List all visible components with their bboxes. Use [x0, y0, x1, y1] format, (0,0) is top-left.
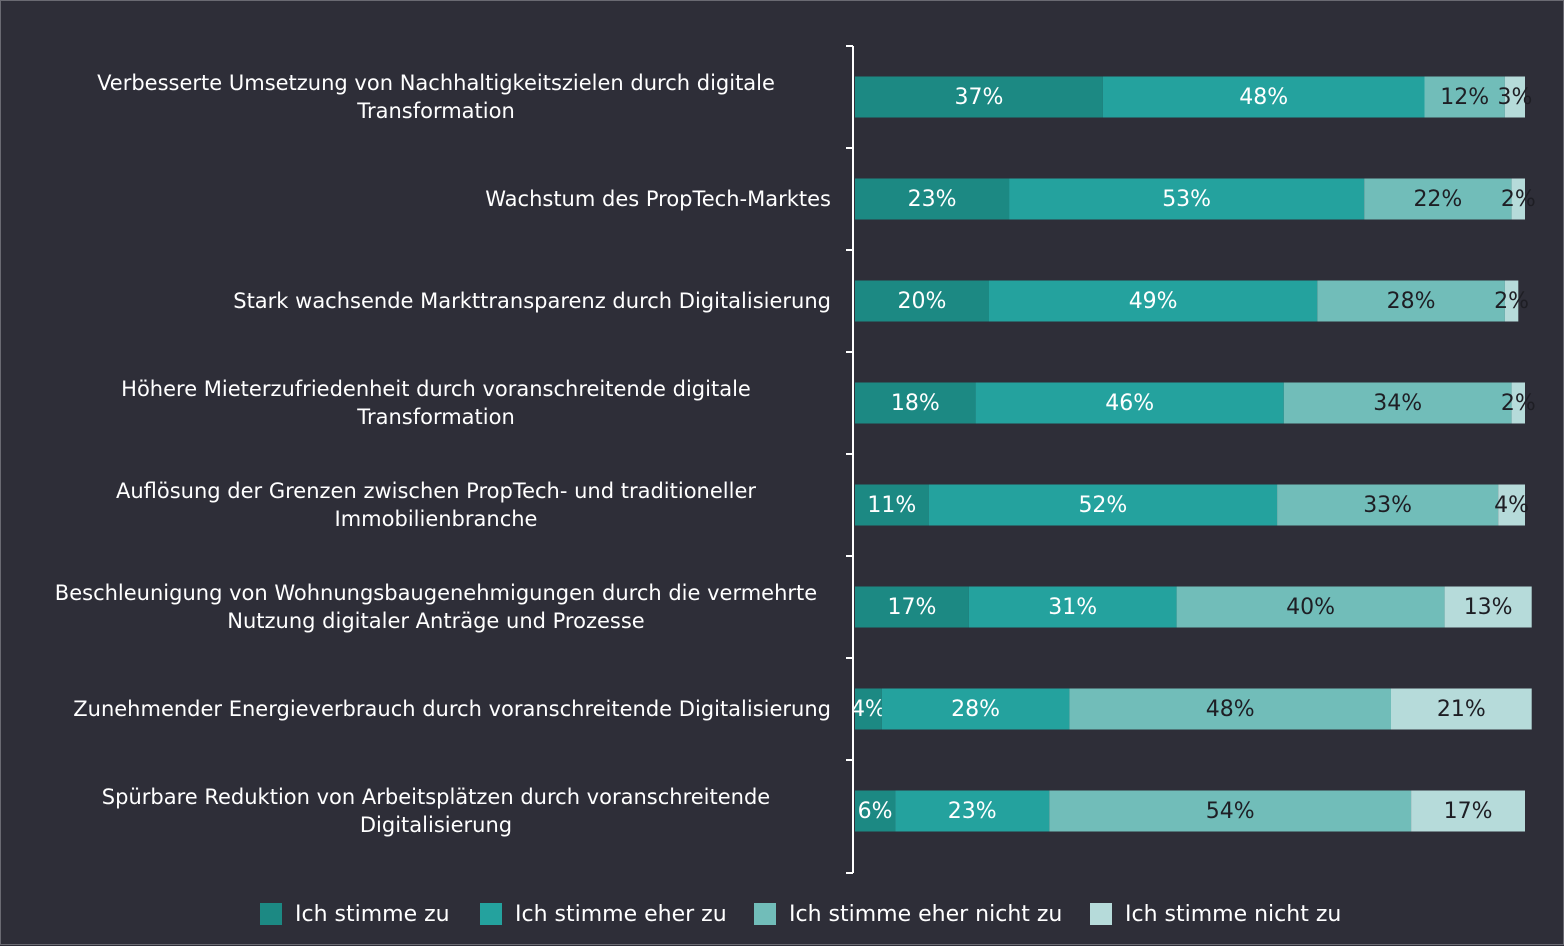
data-label: 2%	[1501, 391, 1536, 416]
data-label: 11%	[867, 493, 916, 518]
category-label: Wachstum des PropTech-Marktes	[31, 185, 831, 213]
bar-segment	[881, 688, 1070, 730]
category-text: Auflösung der Grenzen zwischen PropTech-…	[115, 479, 757, 531]
data-label: 28%	[951, 697, 1000, 722]
legend-swatch	[1090, 903, 1112, 925]
data-label: 40%	[1286, 595, 1335, 620]
legend-label: Ich stimme zu	[295, 902, 450, 927]
category-label: Verbesserte Umsetzung von Nachhaltigkeit…	[31, 69, 831, 125]
bar-segment	[1504, 76, 1525, 118]
data-label: 49%	[1129, 289, 1178, 314]
bar-segment	[989, 280, 1318, 322]
category-text: Beschleunigung von Wohnungsbaugenehmigun…	[54, 581, 818, 633]
category-label: Zunehmender Energieverbrauch durch voran…	[31, 695, 831, 723]
legend-label: Ich stimme nicht zu	[1125, 902, 1341, 927]
bar-segment	[855, 382, 976, 424]
legend-swatch	[260, 903, 282, 925]
legend-label: Ich stimme eher nicht zu	[789, 902, 1062, 927]
data-label: 3%	[1497, 85, 1532, 110]
bar-segment	[1102, 76, 1425, 118]
bar-segment	[1444, 586, 1532, 628]
legend-swatch	[480, 903, 502, 925]
data-label: 21%	[1437, 697, 1486, 722]
bar-segment	[1511, 382, 1525, 424]
data-label: 4%	[1494, 493, 1529, 518]
data-label: 12%	[1440, 85, 1489, 110]
bar-segment	[855, 178, 1010, 220]
data-label: 13%	[1464, 595, 1513, 620]
bar-segment	[895, 790, 1050, 832]
bar-segment	[1504, 280, 1519, 322]
bar-segment	[855, 76, 1103, 118]
bar-segment	[855, 280, 989, 322]
category-text: Zunehmender Energieverbrauch durch voran…	[73, 697, 831, 721]
data-label: 31%	[1048, 595, 1097, 620]
data-label: 18%	[891, 391, 940, 416]
bar-segment	[1049, 790, 1412, 832]
category-label: Auflösung der Grenzen zwischen PropTech-…	[31, 477, 831, 533]
category-text: Wachstum des PropTech-Marktes	[485, 187, 831, 211]
data-label: 33%	[1363, 493, 1412, 518]
bar-segment	[1511, 178, 1525, 220]
bar-segment	[1277, 484, 1499, 526]
bar-segment	[1283, 382, 1512, 424]
data-label: 17%	[1444, 799, 1493, 824]
data-label: 48%	[1239, 85, 1288, 110]
category-text: Spürbare Reduktion von Arbeitsplätzen du…	[101, 785, 771, 837]
bar-segment	[1317, 280, 1505, 322]
bar-segment	[1498, 484, 1525, 526]
data-label: 4%	[851, 697, 886, 722]
data-label: 46%	[1105, 391, 1154, 416]
data-label: 22%	[1413, 187, 1462, 212]
bar-segment	[855, 484, 929, 526]
data-label: 28%	[1387, 289, 1436, 314]
bar-segment	[1411, 790, 1525, 832]
data-label: 6%	[858, 799, 893, 824]
bar-segment	[1364, 178, 1512, 220]
bar-segment	[975, 382, 1284, 424]
bar-segment	[855, 688, 882, 730]
bar-segment	[1009, 178, 1365, 220]
data-label: 23%	[948, 799, 997, 824]
data-label: 53%	[1162, 187, 1211, 212]
bar-segment	[855, 586, 969, 628]
data-label: 2%	[1501, 187, 1536, 212]
data-label: 2%	[1494, 289, 1529, 314]
data-label: 54%	[1206, 799, 1255, 824]
category-text: Stark wachsende Markttransparenz durch D…	[233, 289, 831, 313]
data-label: 23%	[908, 187, 957, 212]
data-label: 48%	[1206, 697, 1255, 722]
category-label: Beschleunigung von Wohnungsbaugenehmigun…	[31, 579, 831, 635]
legend-swatch	[754, 903, 776, 925]
bar-segment	[1069, 688, 1391, 730]
category-label: Stark wachsende Markttransparenz durch D…	[31, 287, 831, 315]
bar-segment	[968, 586, 1177, 628]
category-text: Verbesserte Umsetzung von Nachhaltigkeit…	[97, 71, 775, 123]
category-text: Höhere Mieterzufriedenheit durch voransc…	[121, 377, 751, 429]
category-label: Höhere Mieterzufriedenheit durch voransc…	[31, 375, 831, 431]
data-label: 37%	[954, 85, 1003, 110]
bar-segment	[928, 484, 1278, 526]
bar-segment	[1424, 76, 1505, 118]
category-label: Spürbare Reduktion von Arbeitsplätzen du…	[31, 783, 831, 839]
data-label: 34%	[1373, 391, 1422, 416]
data-label: 17%	[887, 595, 936, 620]
legend-label: Ich stimme eher zu	[515, 902, 727, 927]
data-label: 52%	[1078, 493, 1127, 518]
bar-segment	[855, 790, 896, 832]
data-label: 20%	[898, 289, 947, 314]
bar-segment	[1391, 688, 1532, 730]
bar-segment	[1176, 586, 1445, 628]
